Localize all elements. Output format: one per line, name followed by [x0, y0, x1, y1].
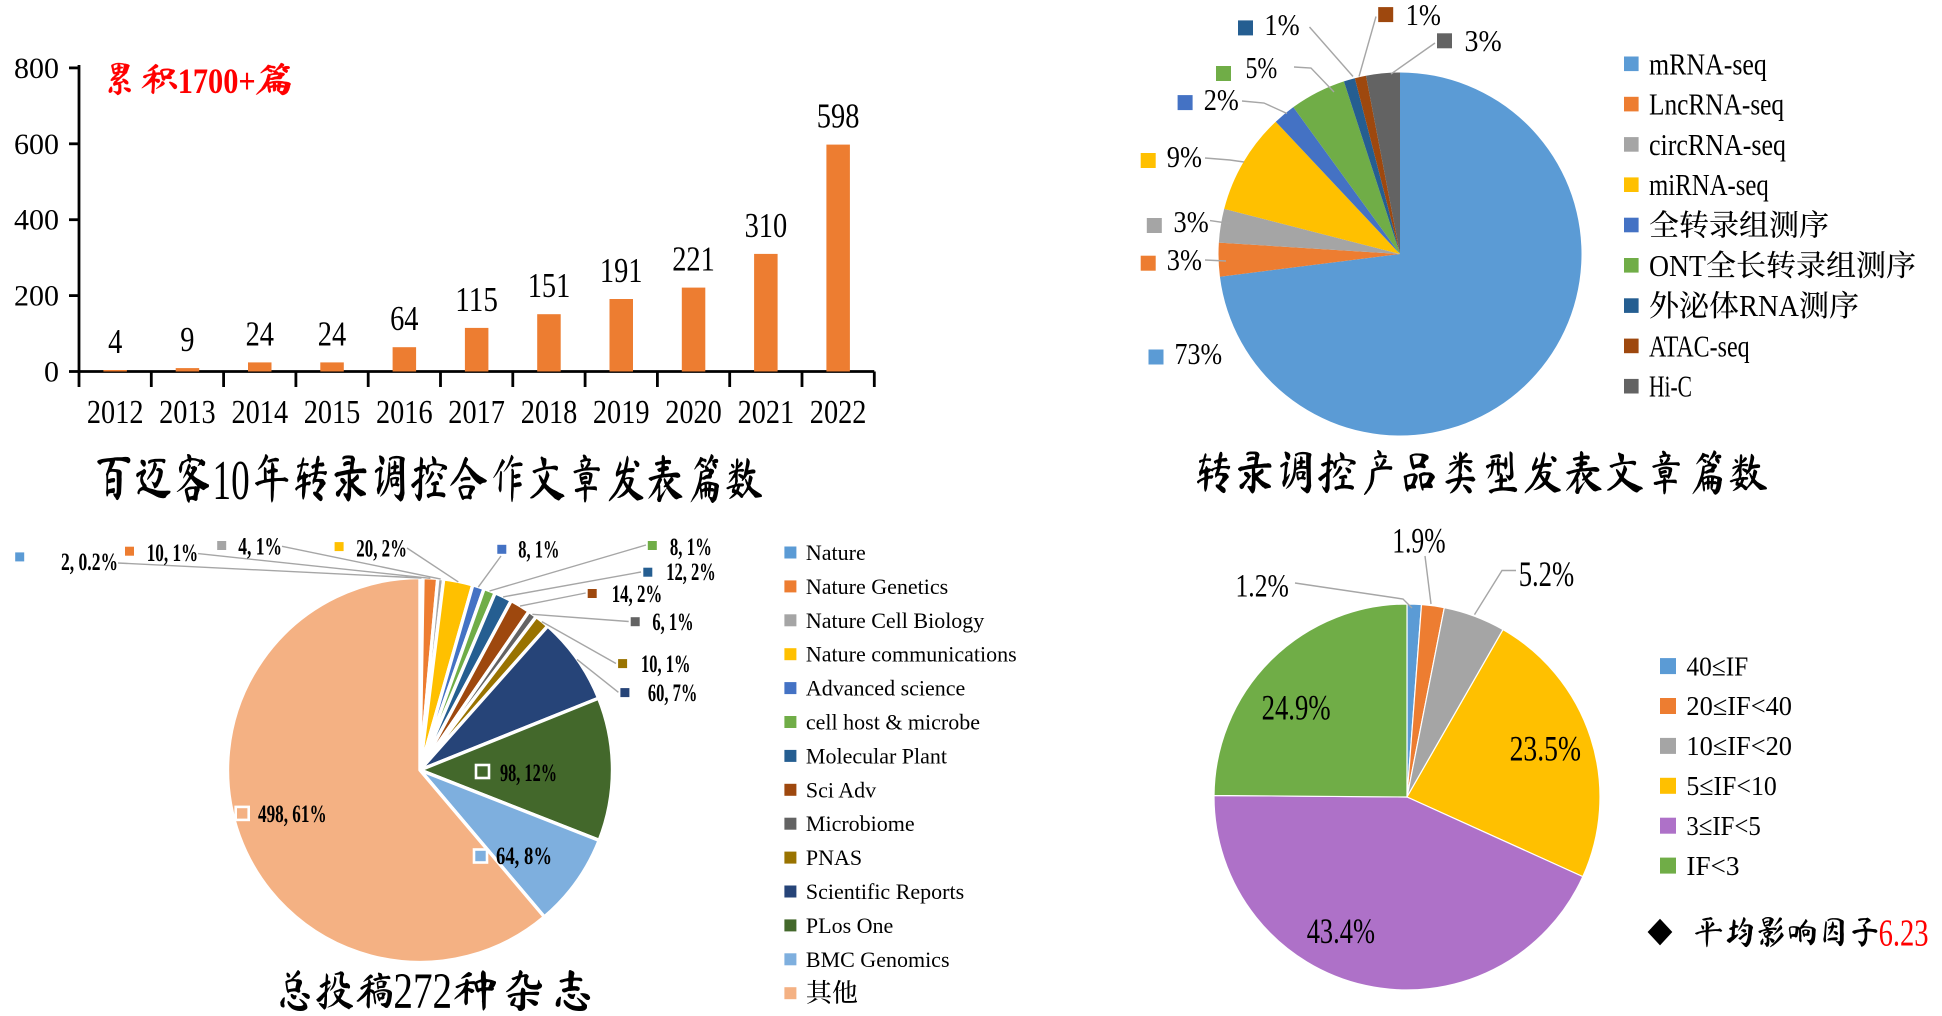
svg-text:Molecular Plant: Molecular Plant — [806, 743, 947, 768]
svg-text:miRNA-seq: miRNA-seq — [1649, 167, 1769, 202]
svg-text:64: 64 — [390, 300, 418, 338]
svg-text:151: 151 — [528, 267, 571, 305]
svg-text:1.9%: 1.9% — [1392, 521, 1445, 561]
svg-text:4, 1%: 4, 1% — [238, 534, 282, 561]
svg-text:2013: 2013 — [159, 394, 216, 431]
svg-text:2017: 2017 — [448, 394, 505, 431]
svg-text:73%: 73% — [1175, 336, 1223, 371]
svg-text:cell host & microbe: cell host & microbe — [806, 710, 980, 735]
svg-text:8, 1%: 8, 1% — [670, 534, 712, 561]
svg-text:115: 115 — [455, 281, 498, 319]
svg-text:5≤IF<10: 5≤IF<10 — [1686, 770, 1776, 801]
svg-text:10≤IF<20: 10≤IF<20 — [1686, 730, 1792, 761]
svg-text:0: 0 — [44, 356, 59, 389]
svg-text:20, 2%: 20, 2% — [356, 536, 407, 563]
svg-text:2012: 2012 — [87, 394, 144, 431]
svg-text:PLos One: PLos One — [806, 913, 893, 938]
svg-text:272: 272 — [393, 964, 452, 1016]
svg-text:64, 8%: 64, 8% — [496, 843, 552, 870]
svg-text:2%: 2% — [1204, 82, 1239, 117]
svg-text:600: 600 — [14, 128, 59, 161]
svg-text:200: 200 — [14, 280, 59, 313]
svg-text:20≤IF<40: 20≤IF<40 — [1686, 690, 1792, 721]
svg-text:5.2%: 5.2% — [1519, 554, 1575, 594]
svg-text:3%: 3% — [1174, 204, 1209, 239]
svg-text:2015: 2015 — [304, 394, 361, 431]
svg-text:1%: 1% — [1406, 0, 1441, 32]
svg-text:2016: 2016 — [376, 394, 433, 431]
svg-text:Nature: Nature — [806, 540, 866, 565]
svg-text:Sci Adv: Sci Adv — [806, 777, 876, 802]
svg-text:400: 400 — [14, 204, 59, 237]
svg-text:Nature communications: Nature communications — [806, 642, 1017, 667]
svg-text:9%: 9% — [1167, 139, 1202, 174]
svg-text:mRNA-seq: mRNA-seq — [1649, 46, 1767, 81]
svg-text:9: 9 — [180, 321, 194, 359]
svg-text:498, 61%: 498, 61% — [258, 801, 327, 828]
svg-text:24: 24 — [318, 315, 346, 353]
svg-text:3%: 3% — [1465, 23, 1502, 58]
svg-text:14, 2%: 14, 2% — [612, 581, 663, 608]
svg-text:10, 1%: 10, 1% — [641, 651, 691, 678]
svg-text:98, 12%: 98, 12% — [500, 760, 557, 787]
svg-text:40≤IF: 40≤IF — [1686, 650, 1748, 681]
svg-text:6.23: 6.23 — [1879, 913, 1929, 955]
svg-text:12, 2%: 12, 2% — [666, 559, 716, 586]
svg-text:Microbiome: Microbiome — [806, 811, 915, 836]
svg-text:2020: 2020 — [665, 394, 722, 431]
svg-text:10: 10 — [213, 450, 250, 512]
svg-text:2018: 2018 — [521, 394, 578, 431]
svg-text:43.4%: 43.4% — [1307, 911, 1375, 951]
svg-text:4: 4 — [108, 323, 122, 361]
svg-text:Nature Genetics: Nature Genetics — [806, 574, 948, 599]
svg-text:1%: 1% — [1264, 7, 1299, 42]
svg-text:1.2%: 1.2% — [1236, 568, 1289, 604]
svg-text:LncRNA-seq: LncRNA-seq — [1649, 87, 1784, 122]
svg-text:5%: 5% — [1246, 50, 1278, 85]
svg-text:24.9%: 24.9% — [1262, 688, 1331, 728]
svg-text:2022: 2022 — [810, 394, 867, 431]
svg-text:RNA: RNA — [1739, 288, 1800, 323]
svg-text:310: 310 — [745, 207, 788, 245]
svg-text:24: 24 — [246, 315, 274, 353]
svg-text:221: 221 — [672, 241, 715, 279]
svg-text:2019: 2019 — [593, 394, 650, 431]
svg-text:3≤IF<5: 3≤IF<5 — [1686, 810, 1760, 841]
svg-text:2014: 2014 — [232, 394, 289, 431]
svg-text:2021: 2021 — [738, 394, 795, 431]
svg-text:1700+: 1700+ — [178, 61, 256, 101]
svg-text:Scientific Reports: Scientific Reports — [806, 879, 964, 904]
svg-text:3%: 3% — [1167, 242, 1202, 277]
svg-text:23.5%: 23.5% — [1510, 729, 1581, 769]
svg-text:2, 0.2%: 2, 0.2% — [61, 549, 118, 576]
svg-text:60, 7%: 60, 7% — [648, 680, 698, 707]
svg-text:10, 1%: 10, 1% — [147, 540, 199, 567]
svg-text:PNAS: PNAS — [806, 845, 862, 870]
svg-text:Advanced science: Advanced science — [806, 676, 965, 701]
svg-text:ATAC-seq: ATAC-seq — [1649, 328, 1750, 363]
svg-text:6, 1%: 6, 1% — [652, 609, 693, 636]
svg-text:IF<3: IF<3 — [1686, 850, 1739, 881]
svg-text:8, 1%: 8, 1% — [518, 537, 559, 564]
svg-text:191: 191 — [600, 252, 643, 290]
svg-text:BMC Genomics: BMC Genomics — [806, 947, 950, 972]
svg-text:circRNA-seq: circRNA-seq — [1649, 127, 1786, 162]
svg-text:598: 598 — [817, 98, 860, 136]
svg-text:Nature Cell Biology: Nature Cell Biology — [806, 608, 984, 633]
svg-text:ONT: ONT — [1649, 248, 1706, 283]
svg-text:800: 800 — [14, 52, 59, 85]
svg-text:Hi-C: Hi-C — [1649, 369, 1692, 404]
